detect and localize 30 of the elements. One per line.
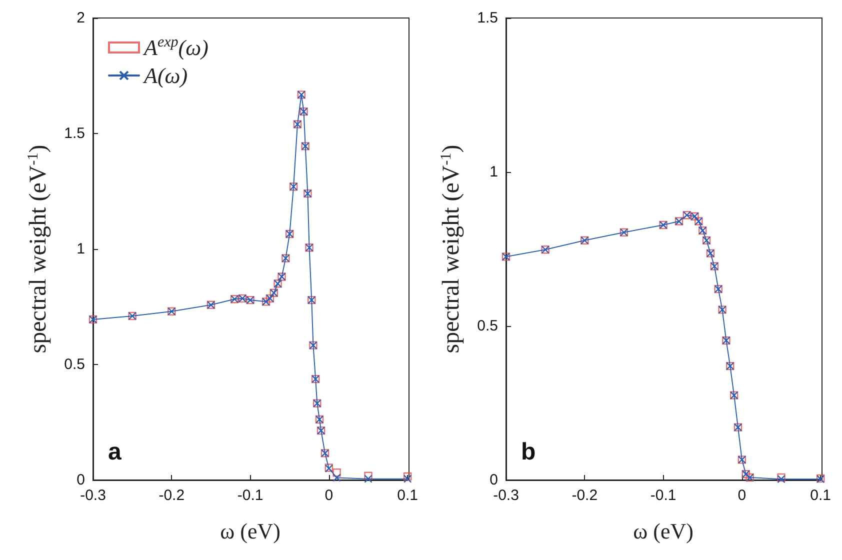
y-tick-label: 1 [76, 240, 85, 258]
y-tick-label: 2 [76, 10, 85, 26]
y-tick-label: 1.5 [477, 10, 498, 26]
y-tick-label: 0.5 [64, 356, 85, 373]
y-tick-label: 1.5 [64, 125, 85, 142]
y-axis-title: spectral weight (eV-1) [438, 144, 464, 354]
point [332, 468, 341, 477]
x-tick-label: -0.3 [80, 487, 106, 504]
annotation: a [108, 438, 122, 466]
point [364, 474, 372, 483]
point [364, 472, 372, 480]
y-tick-label: 0.5 [477, 318, 498, 334]
x-axis-title: ω (eV) [633, 518, 694, 544]
y-tick-label: 0 [490, 472, 498, 488]
annotation: b [521, 438, 536, 466]
x-tick-label: 0.1 [810, 487, 832, 504]
x-tick-label: 0 [324, 487, 334, 504]
x-tick-label: -0.1 [650, 487, 676, 504]
x-tick-label: -0.3 [493, 487, 519, 504]
legend-label: A(ω) [142, 63, 188, 88]
x-axis-title: ω (eV) [220, 518, 280, 544]
x-tick-label: 0 [738, 487, 746, 504]
y-axis-title: spectral weight (eV-1) [26, 144, 52, 354]
y-tick-label: 0 [76, 472, 85, 488]
point [332, 474, 341, 482]
x-tick-label: -0.1 [237, 487, 264, 504]
x-tick-label: -0.2 [158, 487, 185, 504]
y-tick-label: 1 [490, 164, 498, 180]
x-tick-label: 0.1 [397, 487, 418, 504]
x-tick-label: -0.2 [572, 487, 598, 504]
